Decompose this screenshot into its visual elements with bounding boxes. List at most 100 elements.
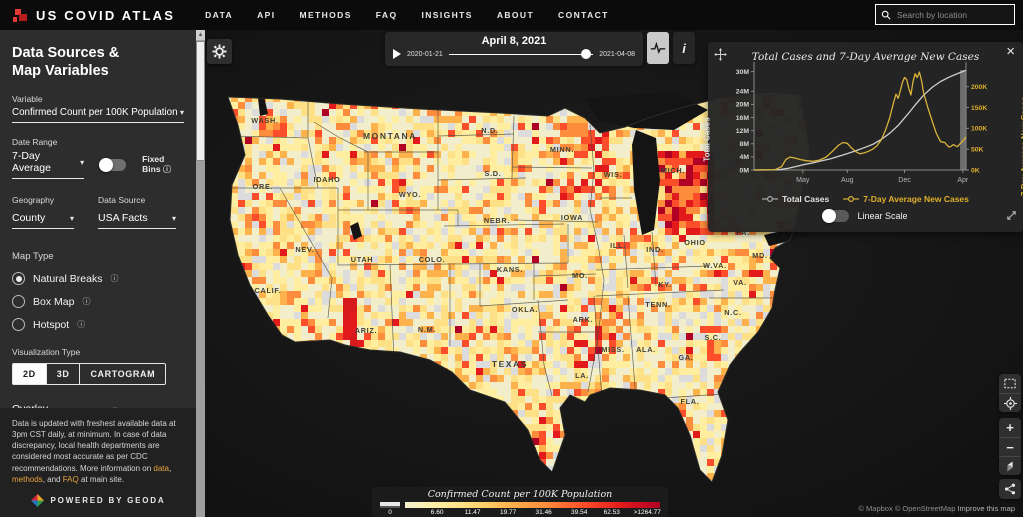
variable-label: Variable <box>12 94 43 105</box>
state-label: N.C. <box>724 308 741 317</box>
sidebar-scrollbar[interactable]: ▲ <box>196 30 205 517</box>
close-icon[interactable]: × <box>1006 43 1015 60</box>
sidebar-footer: Data is updated with freshest available … <box>0 407 196 517</box>
powered-by-geoda[interactable]: POWERED BY GEODA <box>12 494 184 507</box>
state-label: PA. <box>736 228 750 237</box>
viz-type-buttons: 2D 3D CARTOGRAM <box>12 363 184 386</box>
line-chart: 0M4M8M12M16M20M24M30M0K50K100K150K200KMa… <box>736 62 987 184</box>
toggle-knob <box>99 157 114 172</box>
compass-button[interactable] <box>999 456 1021 475</box>
pulse-line-icon <box>650 41 666 54</box>
scrollbar-up-arrow[interactable]: ▲ <box>196 30 205 40</box>
nav-link-api[interactable]: API <box>257 10 276 20</box>
toggle-chart-button[interactable] <box>647 32 669 64</box>
end-date: 2021-04-08 <box>599 50 635 58</box>
state-label: MO. <box>572 271 588 280</box>
zoom-out-button[interactable]: − <box>999 437 1021 456</box>
linear-scale-label: Linear Scale <box>857 211 908 221</box>
atlas-logo-icon <box>13 9 27 22</box>
brand-logo[interactable]: US COVID ATLAS <box>0 7 175 23</box>
map-type-hotspot[interactable]: Hotspot ⓘ <box>12 318 184 332</box>
slider-track <box>448 53 594 55</box>
map-type-box-map[interactable]: Box Map ⓘ <box>12 295 184 309</box>
chevron-down-icon: ▾ <box>171 213 176 223</box>
box-select-button[interactable] <box>999 374 1021 393</box>
state-label: CALIF. <box>255 286 282 295</box>
share-button[interactable] <box>999 479 1021 499</box>
zoom-controls: + − <box>999 418 1021 475</box>
state-label: ARK. <box>573 315 594 324</box>
improve-map-link[interactable]: Improve this map <box>957 504 1015 513</box>
state-label: OKLA. <box>512 305 538 314</box>
search-input[interactable] <box>895 8 1005 21</box>
nav-link-insights[interactable]: INSIGHTS <box>421 10 473 20</box>
data-source-select[interactable]: USA Facts ▾ <box>98 212 176 230</box>
legend-color-bar <box>372 502 668 509</box>
data-update-note: Data is updated with freshest available … <box>12 418 176 484</box>
map-settings-button[interactable] <box>207 39 232 64</box>
state-label: TEXAS <box>492 359 528 369</box>
location-search[interactable] <box>875 4 1015 25</box>
nav-link-methods[interactable]: METHODS <box>299 10 352 20</box>
data-source-value: USA Facts <box>98 212 148 225</box>
faq-link[interactable]: FAQ <box>62 474 79 484</box>
state-label: S.D. <box>485 169 502 178</box>
chart-legend: Total Cases 7-Day Average New Cases <box>708 194 1023 204</box>
legend-total-cases: Total Cases <box>762 194 829 204</box>
slider-knob[interactable] <box>581 49 592 59</box>
info-italic-icon: i <box>682 40 686 56</box>
zoom-in-button[interactable]: + <box>1006 420 1014 435</box>
state-label: VA. <box>733 278 747 287</box>
state-label: ARIZ. <box>355 326 378 335</box>
geography-select[interactable]: County ▾ <box>12 212 74 230</box>
linear-scale-toggle[interactable] <box>822 209 850 223</box>
state-label: COLO. <box>419 255 446 264</box>
info-icon: ⓘ <box>77 320 86 330</box>
viz-cartogram-button[interactable]: CARTOGRAM <box>80 363 167 386</box>
map-legend-title: Confirmed Count per 100K Population <box>427 489 613 500</box>
share-controls <box>999 479 1021 499</box>
info-button[interactable]: i <box>673 32 695 64</box>
info-icon: ⓘ <box>110 274 119 284</box>
mapbox-attribution-link[interactable]: © Mapbox <box>858 504 893 513</box>
methods-link[interactable]: methods <box>12 474 43 484</box>
legend-gradient <box>405 502 660 508</box>
scrollbar-thumb[interactable] <box>196 41 205 161</box>
state-label: WYO. <box>399 190 421 199</box>
viz-2d-button[interactable]: 2D <box>12 363 47 386</box>
variable-select[interactable]: Confirmed Count per 100K Population ▾ <box>12 107 184 124</box>
nav-link-contact[interactable]: CONTACT <box>558 10 609 20</box>
legend-avg-new-cases: 7-Day Average New Cases <box>843 194 969 204</box>
nav-link-about[interactable]: ABOUT <box>496 10 535 20</box>
move-handle-icon[interactable] <box>714 48 727 66</box>
cases-chart-panel: × Total Cases and 7-Day Average New Case… <box>703 42 1023 232</box>
state-label: GA. <box>678 353 693 362</box>
resize-handle-icon[interactable] <box>1006 208 1017 226</box>
share-icon <box>1004 483 1016 495</box>
toggle-knob <box>822 209 837 223</box>
fixed-bins-toggle[interactable] <box>99 157 127 172</box>
nav-link-data[interactable]: DATA <box>205 10 234 20</box>
date-slider-panel: April 8, 2021 2020-01-21 2021-04-08 <box>385 32 643 66</box>
date-slider[interactable] <box>448 49 594 59</box>
start-date: 2020-01-21 <box>407 50 443 58</box>
line-marker-icon <box>843 195 860 203</box>
geolocate-button[interactable] <box>999 393 1021 412</box>
search-icon <box>881 10 891 20</box>
data-link[interactable]: data <box>153 463 169 473</box>
play-button[interactable] <box>393 49 401 59</box>
state-label: MD. <box>752 251 767 260</box>
date-range-select[interactable]: 7-Day Average ▾ <box>12 150 85 180</box>
osm-attribution-link[interactable]: © OpenStreetMap <box>894 504 956 513</box>
map-overlays <box>227 91 811 483</box>
top-navbar: US COVID ATLAS DATA API METHODS FAQ INSI… <box>0 0 1023 30</box>
geolocate-icon <box>1003 396 1017 410</box>
state-labels: WASH. ORE. CALIF. NEV. IDAHO MONTANA WYO. UTAH C… <box>251 116 767 406</box>
variable-value: Confirmed Count per 100K Population <box>12 107 178 119</box>
nav-link-faq[interactable]: FAQ <box>375 10 398 20</box>
state-label: NEV. <box>295 245 314 254</box>
state-label: IND. <box>646 245 663 254</box>
map-type-natural-breaks[interactable]: Natural Breaks ⓘ <box>12 272 184 286</box>
viz-3d-button[interactable]: 3D <box>46 363 81 386</box>
